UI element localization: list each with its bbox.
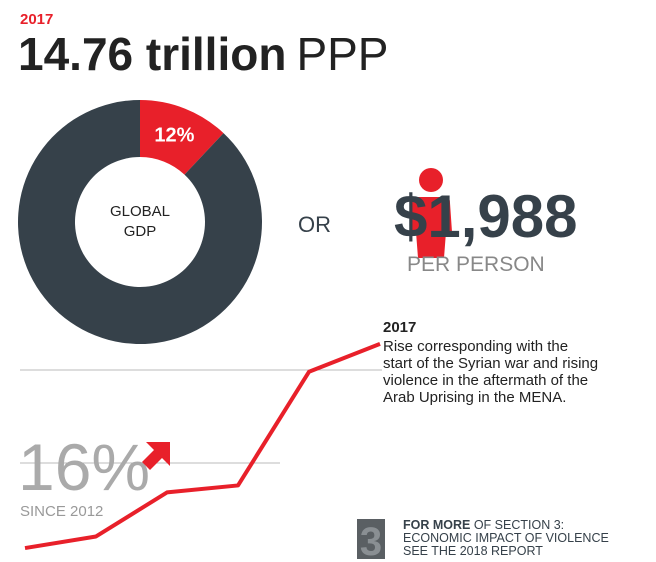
growth-caption: SINCE 2012 [20,503,103,520]
growth-value: 16% [18,430,150,504]
footer-text: OF SECTION 3: [470,518,564,532]
connector: OR [298,212,331,237]
section-number: 3 [360,520,382,562]
headline-amount: 14.76 trillion [18,28,286,80]
footer-lead: FOR MORE [403,518,470,532]
person-body [410,197,452,258]
footer-line: SEE THE 2018 REPORT [403,544,543,558]
annotation-title: 2017 [383,319,416,336]
donut-slice [140,100,224,175]
growth-arrow [142,442,170,470]
center-label: GLOBAL [110,203,170,220]
footer-line: ECONOMIC IMPACT OF VIOLENCE [403,531,609,545]
annotation-line: violence in the aftermath of the [383,372,588,389]
person-head [419,168,443,192]
annotation-line: Rise corresponding with the [383,338,568,355]
annotation-line: Arab Uprising in the MENA. [383,389,566,406]
headline-unit: PPP [296,28,388,80]
footer-line: FOR MORE OF SECTION 3: [403,518,564,532]
headline: 14.76 trillion PPP [18,28,388,80]
per-person-caption: PER PERSON [407,253,545,276]
donut-slice [17,100,263,344]
section-icon [357,519,385,559]
year: 2017 [20,11,53,28]
center-label: GDP [124,223,157,240]
line-chart [24,342,381,551]
person-icon [410,168,452,258]
donut-chart: 12% GLOBAL GDP [17,100,263,344]
line-series [24,342,381,551]
per-person-amount: $1,988 [394,183,578,250]
slice-label: 12% [154,124,194,146]
annotation-line: start of the Syrian war and rising [383,355,598,372]
